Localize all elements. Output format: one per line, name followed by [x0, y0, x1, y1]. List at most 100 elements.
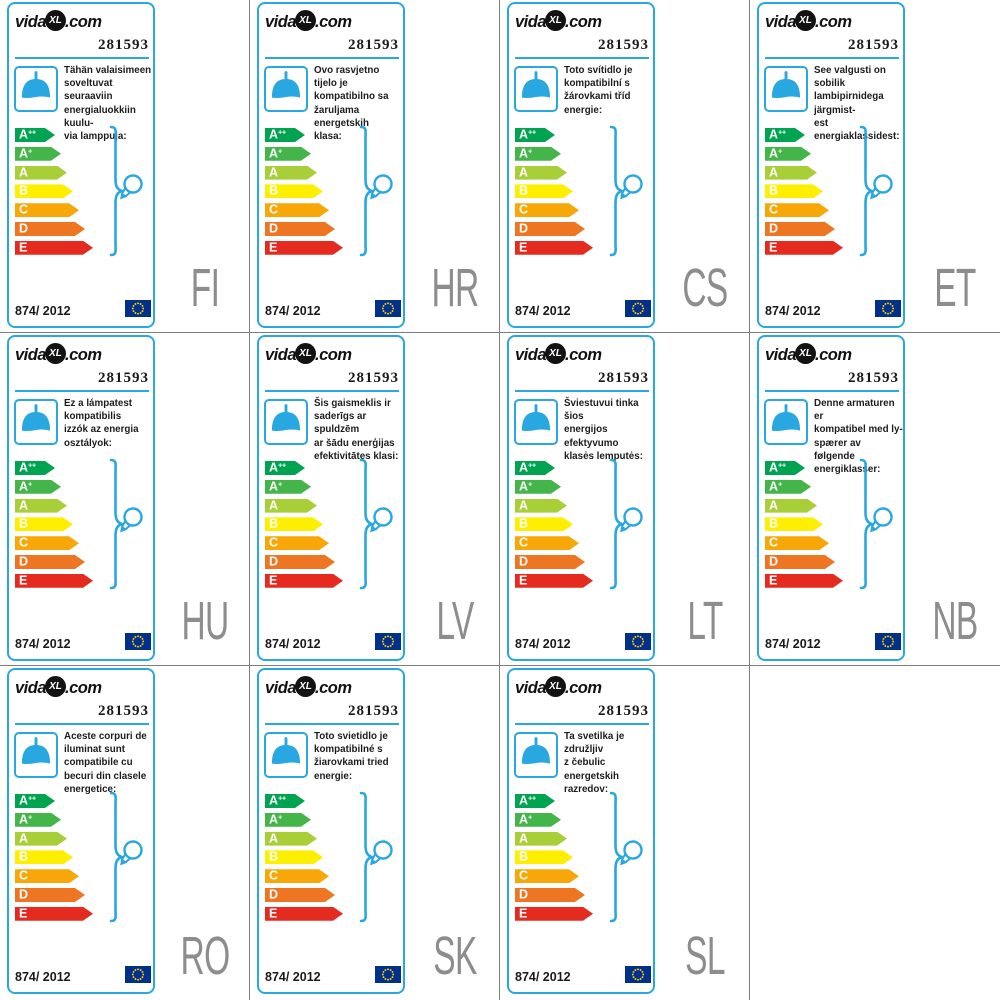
light-bulb-icon	[620, 174, 643, 200]
logo-xl-icon: XL	[795, 342, 817, 364]
energy-class-scale: A++ A+ A B C D E	[265, 128, 343, 260]
energy-class-arrow-D: D	[515, 555, 585, 569]
regulation-number: 874/ 2012	[265, 637, 321, 651]
energy-class-arrow-A++: A++	[15, 461, 55, 475]
energy-class-letter: E	[19, 573, 28, 588]
product-number: 281593	[848, 37, 899, 53]
energy-class-arrow-E: E	[265, 907, 343, 921]
energy-class-letter: A	[769, 498, 779, 513]
energy-class-arrow-A: A	[265, 499, 317, 513]
energy-class-letter: B	[269, 849, 279, 864]
energy-class-letter: E	[19, 906, 28, 921]
energy-class-letter: C	[769, 202, 779, 217]
energy-class-letter: A++	[19, 460, 36, 475]
energy-class-letter: E	[269, 240, 278, 255]
regulation-number: 874/ 2012	[515, 637, 571, 651]
energy-class-letter: D	[519, 554, 529, 569]
vidaxl-logo: vida XL .com	[265, 675, 352, 700]
energy-label-cell: vida XL .com 281593 Toto svietidlo je ko…	[250, 666, 500, 1000]
energy-class-letter: B	[19, 849, 29, 864]
energy-class-scale: A++ A+ A B C D E	[515, 128, 593, 260]
energy-class-arrow-A+: A+	[515, 147, 561, 161]
product-number: 281593	[348, 370, 399, 386]
energy-class-arrow-D: D	[15, 888, 85, 902]
energy-class-arrow-A+: A+	[15, 147, 61, 161]
energy-class-letter: A+	[19, 146, 32, 161]
energy-class-letter: E	[519, 240, 528, 255]
regulation-number: 874/ 2012	[515, 970, 571, 984]
curly-brace	[359, 458, 374, 590]
logo-text-vida: vida	[15, 12, 47, 31]
energy-class-arrow-E: E	[15, 241, 93, 255]
regulation-number: 874/ 2012	[265, 970, 321, 984]
divider-line	[515, 390, 649, 392]
energy-class-letter: A	[519, 831, 529, 846]
energy-class-letter: A+	[769, 146, 782, 161]
energy-label-card: vida XL .com 281593 See valgusti on sobi…	[757, 2, 905, 328]
language-code: LV	[436, 591, 474, 651]
logo-text-com: .com	[315, 12, 352, 31]
energy-class-arrow-B: B	[265, 184, 323, 198]
energy-label-card: vida XL .com 281593 Ez a lámpatest kompa…	[7, 335, 155, 661]
energy-label-cell: vida XL .com 281593 Ez a lámpatest kompa…	[0, 333, 250, 666]
compatibility-text: Ovo rasvjetno tijelo je kompatibilno sa …	[314, 65, 389, 143]
pendant-lamp-icon	[514, 732, 558, 778]
product-number: 281593	[98, 370, 149, 386]
energy-class-arrow-D: D	[515, 888, 585, 902]
energy-class-letter: C	[519, 868, 529, 883]
logo-text-com: .com	[815, 345, 852, 364]
eu-flag-icon	[625, 300, 651, 317]
pendant-lamp-icon	[264, 732, 308, 778]
energy-label-cell: vida XL .com 281593 Toto svítidlo je kom…	[500, 0, 750, 333]
regulation-number: 874/ 2012	[765, 304, 821, 318]
energy-class-letter: A++	[19, 793, 36, 808]
logo-text-com: .com	[315, 678, 352, 697]
energy-class-letter: B	[19, 516, 29, 531]
energy-class-arrow-A+: A+	[15, 813, 61, 827]
compatibility-text: Ez a lámpatest kompatibilis izzók az ene…	[64, 398, 139, 449]
energy-class-letter: A	[519, 498, 529, 513]
logo-text-vida: vida	[515, 678, 547, 697]
logo-text-vida: vida	[765, 345, 797, 364]
pendant-lamp-icon	[764, 399, 808, 445]
curly-brace	[609, 125, 624, 257]
curly-brace	[359, 125, 374, 257]
divider-line	[265, 723, 399, 725]
energy-label-card: vida XL .com 281593 Toto svítidlo je kom…	[507, 2, 655, 328]
regulation-number: 874/ 2012	[15, 970, 71, 984]
energy-class-letter: D	[269, 887, 279, 902]
product-number: 281593	[98, 703, 149, 719]
vidaxl-logo: vida XL .com	[765, 9, 852, 34]
logo-xl-icon: XL	[45, 9, 67, 31]
language-code: FI	[190, 258, 220, 318]
logo-xl-icon: XL	[545, 675, 567, 697]
eu-flag-icon	[875, 633, 901, 650]
language-code: RO	[180, 926, 231, 986]
energy-class-scale: A++ A+ A B C D E	[765, 128, 843, 260]
energy-class-letter: A+	[519, 146, 532, 161]
pendant-lamp-icon	[264, 66, 308, 112]
energy-class-arrow-B: B	[515, 517, 573, 531]
regulation-number: 874/ 2012	[15, 304, 71, 318]
language-code: LT	[687, 591, 723, 651]
energy-class-arrow-C: C	[265, 869, 329, 883]
energy-class-arrow-D: D	[765, 555, 835, 569]
compatibility-text: Toto svítidlo je kompatibilní s žárovkam…	[564, 65, 633, 116]
energy-class-arrow-A+: A+	[15, 480, 61, 494]
energy-class-arrow-A: A	[15, 499, 67, 513]
energy-class-letter: A+	[19, 479, 32, 494]
eu-flag-icon	[375, 966, 401, 983]
logo-xl-icon: XL	[45, 342, 67, 364]
energy-class-letter: E	[269, 573, 278, 588]
pendant-lamp-icon	[264, 399, 308, 445]
light-bulb-icon	[120, 507, 143, 533]
product-number: 281593	[598, 37, 649, 53]
divider-line	[765, 57, 899, 59]
logo-text-com: .com	[565, 345, 602, 364]
regulation-number: 874/ 2012	[765, 637, 821, 651]
energy-class-arrow-A: A	[265, 166, 317, 180]
vidaxl-logo: vida XL .com	[515, 675, 602, 700]
energy-class-arrow-A: A	[765, 499, 817, 513]
vidaxl-logo: vida XL .com	[765, 342, 852, 367]
